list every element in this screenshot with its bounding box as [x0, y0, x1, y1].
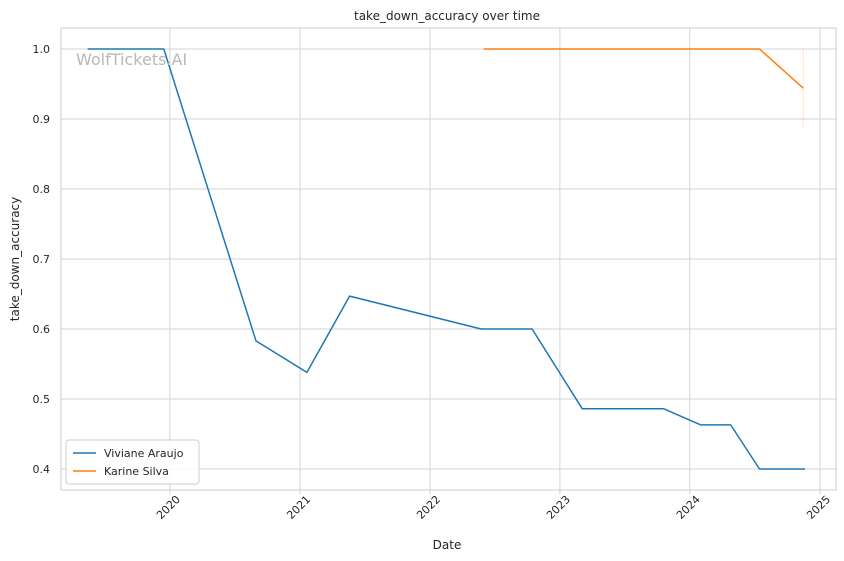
y-axis-label: take_down_accuracy: [8, 197, 22, 321]
data-point-viviane-araujo: [347, 294, 352, 299]
data-point-viviane-araujo: [757, 467, 762, 472]
data-point-viviane-araujo: [698, 422, 703, 427]
x-tick-label: 2023: [544, 493, 573, 522]
data-point-karine-silva: [481, 47, 486, 52]
data-point-viviane-araujo: [580, 406, 585, 411]
data-point-viviane-araujo: [530, 327, 535, 332]
data-point-viviane-araujo: [728, 422, 733, 427]
x-tick-label: 2021: [284, 493, 313, 522]
x-axis-label: Date: [433, 538, 462, 552]
y-tick-label: 0.9: [33, 113, 51, 126]
watermark: WolfTickets.AI: [76, 50, 187, 69]
data-point-karine-silva: [757, 47, 762, 52]
chart-title: take_down_accuracy over time: [354, 9, 540, 23]
data-point-viviane-araujo: [661, 406, 666, 411]
x-tick-label: 2024: [674, 493, 703, 522]
x-axis: 2020 2021 2022 2023 2024 2025: [154, 490, 833, 522]
series-layer: [87, 47, 808, 472]
series-line-viviane-araujo: [87, 48, 805, 470]
data-point-viviane-araujo: [479, 327, 484, 332]
x-tick-label: 2020: [154, 493, 183, 522]
y-tick-label: 0.6: [33, 323, 51, 336]
y-tick-label: 0.4: [33, 463, 51, 476]
legend-box: [65, 439, 200, 485]
y-tick-label: 0.7: [33, 253, 51, 266]
y-tick-label: 0.5: [33, 393, 51, 406]
y-tick-label: 1.0: [33, 43, 51, 56]
x-tick-label: 2025: [804, 493, 833, 522]
legend-label-viviane-araujo: Viviane Araujo: [104, 447, 184, 460]
grid: [61, 28, 836, 490]
legend: Viviane Araujo Karine Silva: [65, 439, 200, 485]
y-tick-label: 0.8: [33, 183, 51, 196]
series-line-karine-silva: [483, 48, 804, 89]
data-point-karine-silva: [801, 86, 806, 91]
x-tick-label: 2022: [414, 493, 443, 522]
data-point-viviane-araujo: [803, 467, 808, 472]
data-point-viviane-araujo: [304, 370, 309, 375]
plot-frame: [60, 27, 837, 491]
data-point-viviane-araujo: [253, 338, 258, 343]
legend-label-karine-silva: Karine Silva: [104, 465, 169, 478]
y-axis: 0.4 0.5 0.6 0.7 0.8 0.9 1.0: [33, 43, 51, 476]
